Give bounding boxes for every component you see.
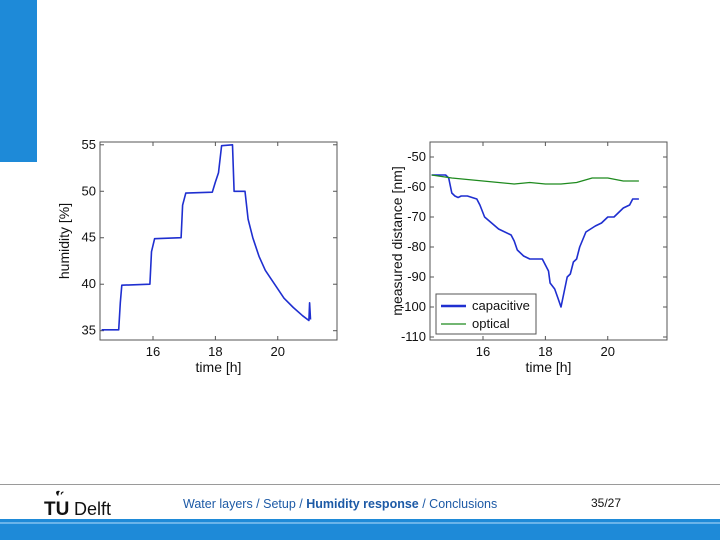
y-tick-label: 40 (82, 276, 96, 291)
y-tick-label: 45 (82, 230, 96, 245)
y-tick-label: 50 (82, 183, 96, 198)
flame-icon (56, 490, 64, 496)
series-line-capacitive (431, 174, 639, 308)
x-tick-label: 20 (271, 344, 285, 359)
x-axis-label: time [h] (526, 359, 572, 375)
y-tick-label: -50 (407, 149, 426, 164)
crumb-separator: / (418, 497, 430, 511)
logo-delft-text: Delft (74, 499, 111, 518)
y-axis-label: humidity [%] (56, 203, 72, 279)
plot-frame (429, 141, 668, 341)
y-tick-label: -60 (407, 179, 426, 194)
footer-rule (0, 484, 720, 485)
page-number: 35/27 (591, 496, 622, 510)
x-tick-label: 16 (476, 344, 490, 359)
x-tick-label: 18 (208, 344, 222, 359)
breadcrumb: Water layers / Setup / Humidity response… (183, 497, 497, 511)
y-tick-label: -110 (401, 329, 426, 344)
tu-delft-logo: TU Delft (44, 490, 111, 518)
legend-label-capacitive: capacitive (472, 298, 530, 313)
x-tick-label: 18 (538, 344, 552, 359)
x-axis-label: time [h] (196, 359, 242, 375)
crumb-humidity-response[interactable]: Humidity response (306, 497, 419, 511)
crumb-separator: / (252, 497, 264, 511)
footer: TU Delft Water layers / Setup / Humidity… (0, 484, 720, 540)
y-tick-label: -90 (407, 269, 426, 284)
y-axis-label: measured distance [nm] (389, 166, 405, 315)
x-tick-label: 20 (601, 344, 615, 359)
crumb-water-layers[interactable]: Water layers (183, 497, 253, 511)
logo-tu-text: TU (44, 499, 69, 518)
humidity-chart: 16 18 20 35 40 45 50 55 time [h] humidity [%] (56, 137, 338, 375)
y-tick-label: -80 (407, 239, 426, 254)
footer-stripe (0, 519, 720, 540)
crumb-conclusions[interactable]: Conclusions (429, 497, 498, 511)
accent-bar (0, 0, 37, 162)
legend: capacitive optical (435, 293, 537, 335)
y-tick-label: -100 (400, 299, 426, 314)
series-line-humidity (101, 144, 312, 331)
y-tick-label: 35 (82, 323, 96, 338)
legend-box (435, 293, 537, 335)
x-tick-label: 16 (146, 344, 160, 359)
y-tick-label: -70 (407, 209, 426, 224)
footer-stripe-line (0, 522, 720, 524)
legend-label-optical: optical (472, 316, 510, 331)
crumb-separator: / (295, 497, 307, 511)
y-tick-label: 55 (82, 137, 96, 152)
distance-chart: 16 18 20 -50 -60 -70 -80 -90 -100 -110 time [h] mea… (389, 141, 668, 375)
crumb-setup[interactable]: Setup (263, 497, 296, 511)
series-line-optical (431, 174, 639, 185)
